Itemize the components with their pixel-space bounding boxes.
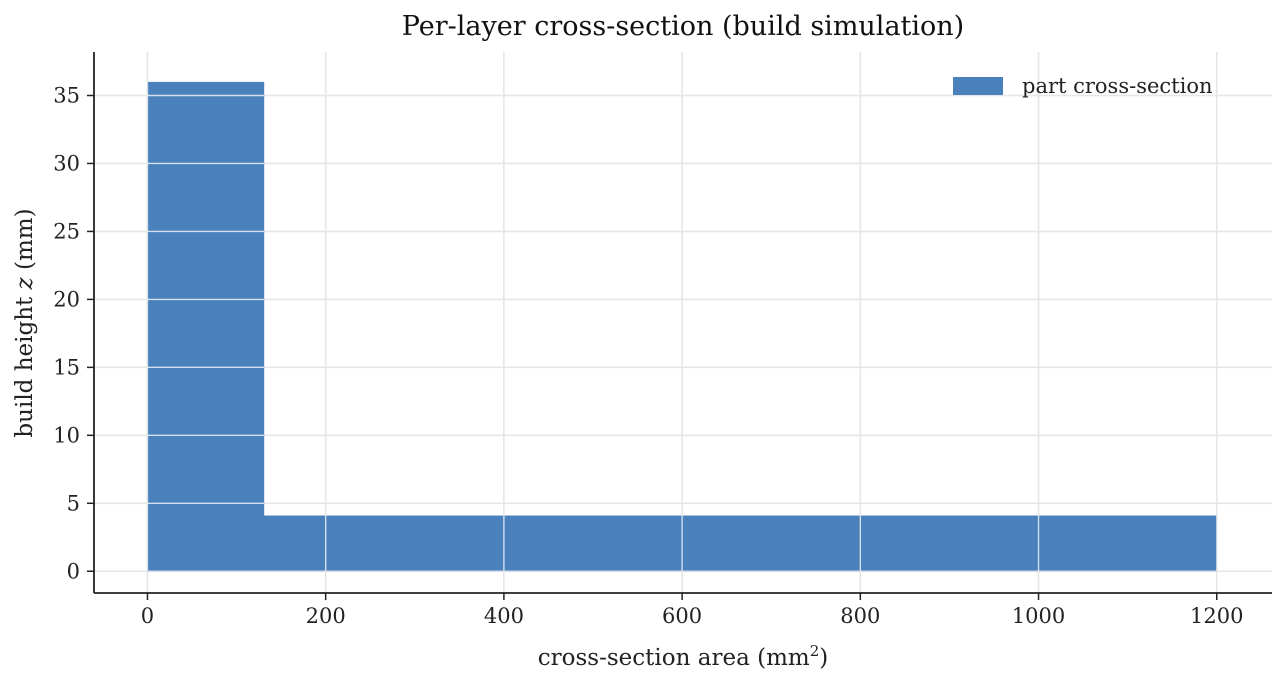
y-tick-label: 5 (67, 491, 80, 515)
legend-swatch (953, 77, 1003, 95)
x-tick-label: 200 (306, 604, 346, 628)
x-tick-label: 400 (484, 604, 524, 628)
x-axis-label-text: cross-section area (mm (538, 645, 810, 671)
tick-labels: 0 200 400 600 800 1000 1200 0 5 10 15 20 25 30 35 (53, 83, 1243, 628)
y-tick-label: 0 (67, 559, 80, 583)
chart-title: Per-layer cross-section (build simulatio… (402, 11, 964, 42)
y-tick-label: 30 (53, 151, 80, 175)
x-tick-label: 800 (840, 604, 880, 628)
y-tick-label: 25 (53, 219, 80, 243)
y-axis-label-variable: z (12, 276, 38, 290)
x-axis-label-superscript: 2 (810, 642, 820, 660)
y-axis-label-text: build height (12, 289, 38, 437)
y-axis-label-unit: (mm) (12, 208, 38, 277)
x-tick-label: 1000 (1012, 604, 1065, 628)
legend: part cross-section (953, 74, 1213, 98)
grid-lines-over-fill (147, 81, 1217, 572)
legend-label: part cross-section (1022, 74, 1213, 98)
y-tick-label: 20 (53, 287, 80, 311)
x-axis-label-close: ) (819, 645, 828, 671)
grid-over-fill (147, 81, 1217, 572)
grid-lines (94, 52, 1272, 593)
x-axis-label: cross-section area (mm2) (538, 642, 828, 671)
x-tick-label: 0 (141, 604, 154, 628)
axes (87, 52, 1272, 600)
x-tick-label: 1200 (1190, 604, 1243, 628)
y-axis-label: build height z (mm) (12, 208, 38, 437)
y-tick-label: 35 (53, 83, 80, 107)
y-tick-label: 10 (53, 423, 80, 447)
x-tick-label: 600 (662, 604, 702, 628)
y-tick-label: 15 (53, 355, 80, 379)
